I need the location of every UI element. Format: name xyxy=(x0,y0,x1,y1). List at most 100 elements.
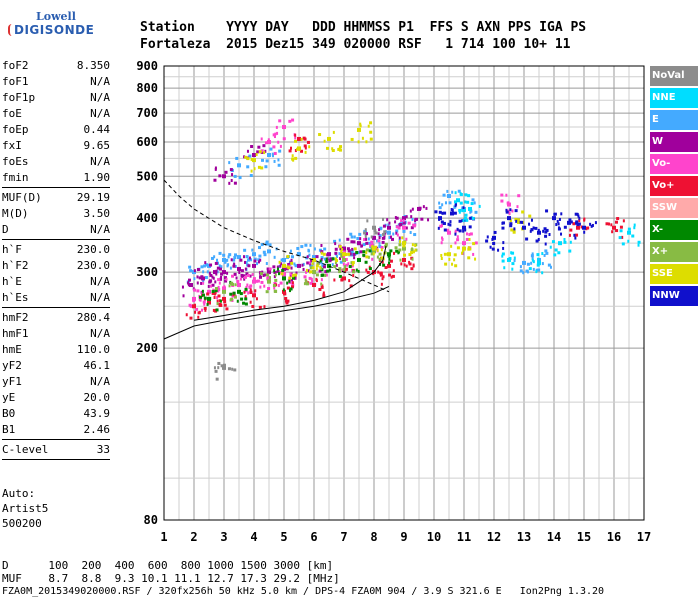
echo-pixel xyxy=(380,282,383,286)
echo-pixel xyxy=(376,255,379,259)
echo-pixel xyxy=(493,230,497,234)
echo-pixel xyxy=(382,224,386,228)
echo-pixel xyxy=(521,210,525,214)
echo-pixel xyxy=(448,201,452,205)
data-point xyxy=(372,225,376,230)
echo-pixel xyxy=(575,220,579,224)
echo-pixel xyxy=(293,276,297,280)
echo-pixel xyxy=(286,286,290,290)
echo-pixel xyxy=(242,301,246,305)
echo-pixel xyxy=(320,243,323,247)
echo-pixel xyxy=(464,193,468,197)
data-point xyxy=(312,257,316,262)
echo-pixel xyxy=(201,289,204,293)
echo-pixel xyxy=(324,273,328,277)
echo-pixel xyxy=(387,254,391,258)
param-row: C-level 33 xyxy=(2,442,110,458)
echo-pixel xyxy=(374,245,378,249)
param-key: yE xyxy=(2,391,16,404)
echo-pixel xyxy=(340,251,343,255)
echo-pixel xyxy=(307,269,310,273)
param-key: B0 xyxy=(2,407,16,420)
echo-pixel xyxy=(410,251,414,255)
echo-pixel xyxy=(243,277,246,281)
echo-pixel xyxy=(409,209,412,213)
header-line1: Station YYYY DAY DDD HHMMSS P1 FFS S AXN… xyxy=(140,20,587,35)
legend-item: NNW xyxy=(650,286,698,306)
echo-pixel xyxy=(223,285,226,289)
echo-pixel xyxy=(291,281,294,285)
echo-pixel xyxy=(568,233,571,237)
echo-pixel xyxy=(366,270,370,274)
echo-pixel xyxy=(311,280,314,284)
echo-pixel xyxy=(257,165,261,169)
echo-pixel xyxy=(268,243,272,247)
echo-pixel xyxy=(574,236,577,240)
echo-pixel xyxy=(528,214,532,218)
echo-pixel xyxy=(359,250,363,254)
echo-pixel xyxy=(326,269,330,273)
echo-pixel xyxy=(511,251,515,255)
echo-pixel xyxy=(215,377,219,381)
echo-pixel xyxy=(291,276,295,280)
echo-pixel xyxy=(324,270,328,274)
echo-pixel xyxy=(470,202,474,206)
echo-pixel xyxy=(367,124,370,128)
echo-pixel xyxy=(359,124,362,128)
echo-pixel xyxy=(214,167,217,171)
x-tick-label: 2 xyxy=(190,530,197,544)
param-value: N/A xyxy=(90,107,110,120)
series-e xyxy=(186,147,552,284)
echo-pixel xyxy=(291,255,295,259)
data-point xyxy=(357,241,361,246)
echo-pixel xyxy=(349,232,353,236)
echo-pixel xyxy=(304,243,308,247)
logo-mark-icon xyxy=(8,24,18,36)
echo-pixel xyxy=(346,247,350,251)
echo-pixel xyxy=(290,281,294,285)
echo-pixel xyxy=(225,258,229,262)
echo-pixel xyxy=(404,226,408,230)
echo-pixel xyxy=(189,269,193,273)
echo-pixel xyxy=(578,219,581,223)
echo-pixel xyxy=(244,295,247,299)
echo-pixel xyxy=(536,263,540,267)
data-point xyxy=(576,225,580,230)
echo-pixel xyxy=(473,201,476,205)
echo-pixel xyxy=(319,265,322,269)
echo-pixel xyxy=(331,149,335,153)
echo-pixel xyxy=(400,262,403,266)
echo-pixel xyxy=(218,299,221,303)
echo-pixel xyxy=(443,211,447,215)
echo-pixel xyxy=(206,263,209,267)
echo-pixel xyxy=(316,262,320,266)
echo-pixel xyxy=(351,247,354,251)
echo-pixel xyxy=(378,244,382,248)
data-point xyxy=(312,283,316,288)
echo-pixel xyxy=(497,248,500,252)
echo-pixel xyxy=(224,170,228,174)
data-point xyxy=(342,252,346,257)
echo-pixel xyxy=(400,219,403,223)
echo-pixel xyxy=(273,271,277,275)
echo-pixel xyxy=(472,252,475,256)
echo-pixel xyxy=(182,294,185,298)
echo-pixel xyxy=(228,284,231,288)
echo-pixel xyxy=(274,278,278,282)
data-point xyxy=(387,263,391,268)
param-key: M(D) xyxy=(2,207,29,220)
echo-pixel xyxy=(319,259,322,263)
echo-pixel xyxy=(233,295,237,299)
echo-pixel xyxy=(548,233,551,237)
param-value: 9.65 xyxy=(83,139,111,152)
echo-pixel xyxy=(622,219,625,223)
echo-pixel xyxy=(334,261,337,265)
echo-pixel xyxy=(464,200,467,204)
echo-pixel xyxy=(288,119,292,123)
echo-pixel xyxy=(467,194,471,198)
param-key: foF1 xyxy=(2,75,29,88)
echo-pixel xyxy=(286,281,289,285)
echo-pixel xyxy=(371,257,374,261)
echo-pixel xyxy=(393,251,396,255)
echo-pixel xyxy=(261,270,264,274)
